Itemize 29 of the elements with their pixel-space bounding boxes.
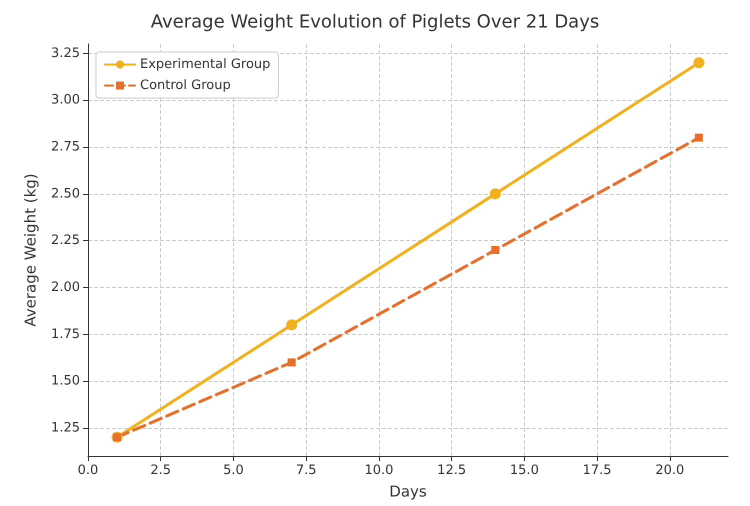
x-tick-label: 0.0 bbox=[78, 463, 98, 478]
x-axis-title: Days bbox=[389, 482, 427, 500]
y-tick-label: 2.50 bbox=[51, 186, 80, 202]
y-axis-title: Average Weight (kg) bbox=[22, 173, 40, 327]
y-tick-label: 2.00 bbox=[51, 280, 80, 295]
point bbox=[490, 188, 501, 200]
x-tick-label: 5.0 bbox=[223, 463, 244, 478]
legend-label: Experimental Group bbox=[140, 57, 270, 72]
chart-title: Average Weight Evolution of Piglets Over 21 Days bbox=[150, 12, 600, 32]
point bbox=[288, 358, 296, 366]
x-tick-label: 2.5 bbox=[150, 463, 172, 478]
legend-label: Control Group bbox=[140, 78, 231, 93]
x-tick-label: 10.0 bbox=[364, 463, 394, 478]
y-tick-label: 1.75 bbox=[51, 326, 80, 342]
point bbox=[693, 57, 704, 68]
y-tick-label: 1.50 bbox=[51, 374, 80, 389]
y-tick-label: 3.00 bbox=[51, 92, 80, 108]
y-tick-label: 2.25 bbox=[51, 233, 80, 248]
point bbox=[286, 319, 298, 330]
x-tick-label: 15.0 bbox=[510, 463, 539, 478]
y-tick-label: 1.25 bbox=[51, 420, 80, 436]
x-tick-label: 17.5 bbox=[582, 463, 612, 478]
point bbox=[694, 134, 703, 142]
x-tick-label: 20.0 bbox=[655, 463, 684, 478]
point bbox=[491, 246, 500, 254]
y-tick-label: 2.75 bbox=[51, 140, 80, 154]
x-tick-label: 7.5 bbox=[296, 463, 317, 478]
y-tick-label: 3.25 bbox=[51, 46, 80, 61]
x-tick-label: 12.5 bbox=[437, 463, 466, 478]
